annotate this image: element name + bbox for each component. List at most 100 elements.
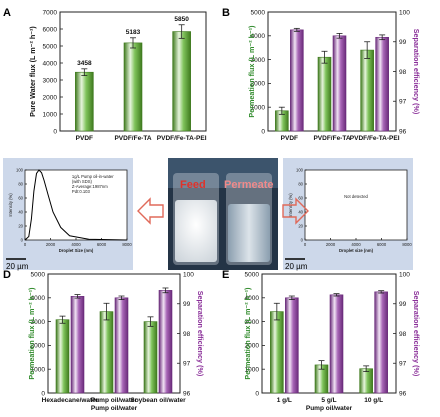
feed-jar-liquid bbox=[175, 200, 217, 262]
efficiency-bar bbox=[329, 294, 344, 394]
x-tick-label: PVDF bbox=[76, 135, 93, 142]
y-tick-label: 5000 bbox=[43, 43, 58, 50]
left-tick-label: 1000 bbox=[31, 367, 46, 374]
bar bbox=[123, 42, 143, 132]
panel-letter-d: D bbox=[3, 269, 11, 281]
right-tick-label: 97 bbox=[183, 361, 191, 368]
right-tick-label: 98 bbox=[399, 331, 407, 338]
x-tick-label: 10 g/L bbox=[364, 397, 383, 404]
left-tick-label: 4000 bbox=[251, 33, 266, 40]
scale-bar-right-label: 20 µm bbox=[285, 262, 308, 271]
feed-label: Feed bbox=[180, 179, 206, 191]
x-tick-label: 0 bbox=[304, 242, 307, 247]
y-tick-label: 1000 bbox=[43, 111, 58, 118]
right-tick-label: 97 bbox=[399, 99, 407, 106]
panel-d-oil-type-chart: 0 1000 2000 3000 4000 5000 96 97 98 99 100 Permeati… bbox=[27, 271, 205, 412]
left-axis-label: Permeation flux (L m⁻² h⁻¹) bbox=[247, 25, 256, 118]
x-tick-label: 2000 bbox=[326, 242, 336, 247]
y-tick-label: 6000 bbox=[43, 26, 58, 33]
efficiency-bar bbox=[290, 29, 304, 132]
x-axis-label: Pump oil/water bbox=[306, 405, 353, 412]
y-tick-label: 20 bbox=[18, 224, 23, 229]
panel-b-flux-efficiency-chart: 0 1000 2000 3000 4000 5000 96 97 98 99 100 Permeati… bbox=[247, 9, 421, 142]
panel-c-size-distribution-right: 0 20 40 60 80 100 0 2000 4000 6000 8000 Droplet siz… bbox=[283, 158, 413, 270]
flux-bar bbox=[359, 368, 373, 394]
bar bbox=[75, 71, 94, 132]
x-tick-label: 1 g/L bbox=[277, 397, 292, 404]
right-tick-label: 100 bbox=[399, 9, 410, 16]
annotation-line: PdI:0.103 bbox=[72, 189, 91, 194]
efficiency-bar bbox=[158, 290, 173, 394]
right-tick-label: 98 bbox=[183, 331, 191, 338]
left-tick-label: 5000 bbox=[31, 271, 46, 278]
scale-bar-left-label: 20 µm bbox=[6, 262, 29, 271]
left-tick-label: 0 bbox=[255, 390, 259, 397]
y-axis-label: Pure Water flux (L m⁻² h⁻¹) bbox=[28, 26, 37, 117]
right-tick-label: 99 bbox=[399, 39, 407, 46]
y-tick-label: 80 bbox=[298, 182, 303, 187]
efficiency-bar bbox=[374, 291, 388, 394]
spectrum-plot-frame bbox=[24, 169, 128, 241]
x-tick-label: PVDF/Fe-TA-PEI bbox=[157, 135, 207, 142]
left-tick-label: 2000 bbox=[251, 81, 266, 88]
left-tick-label: 0 bbox=[261, 128, 265, 135]
y-tick-label: 7000 bbox=[43, 9, 58, 16]
x-tick-label: 0 bbox=[24, 242, 27, 247]
left-tick-label: 3000 bbox=[251, 57, 266, 64]
right-tick-label: 99 bbox=[399, 301, 407, 308]
flux-bar bbox=[99, 311, 114, 394]
flux-bar bbox=[143, 321, 158, 394]
annotation-line: Z-Average:1987nm bbox=[72, 184, 108, 189]
left-tick-label: 5000 bbox=[251, 9, 266, 16]
scale-bar-right: 20 µm bbox=[285, 258, 308, 271]
flux-bar bbox=[360, 49, 374, 132]
y-tick-label: 3000 bbox=[43, 77, 58, 84]
panel-c-size-distribution-left: 0 20 40 60 80 100 0 2000 4000 6000 8000 Droplet Siz… bbox=[3, 158, 133, 270]
efficiency-bar bbox=[375, 36, 389, 132]
y-tick-label: 100 bbox=[16, 168, 24, 173]
permeate-jar-liquid bbox=[228, 204, 270, 262]
y-tick-label: 0 bbox=[21, 238, 24, 243]
x-tick-label: Pump oil/water bbox=[91, 397, 138, 404]
left-tick-label: 2000 bbox=[31, 343, 46, 350]
left-tick-label: 4000 bbox=[245, 295, 260, 302]
x-tick-label: PVDF/Fe-TA bbox=[114, 135, 151, 142]
x-tick-label: PVDF bbox=[281, 135, 298, 142]
efficiency-bar bbox=[114, 297, 129, 394]
y-tick-label: 40 bbox=[298, 210, 303, 215]
y-tick-label: 0 bbox=[53, 128, 57, 135]
left-axis-label: Permeation flux (L m⁻² h⁻¹) bbox=[27, 287, 36, 380]
y-tick-label: 60 bbox=[18, 196, 23, 201]
photo-highlight bbox=[168, 158, 278, 188]
left-tick-label: 4000 bbox=[31, 295, 46, 302]
panel-letter-e: E bbox=[222, 269, 229, 281]
x-tick-label: 8000 bbox=[402, 242, 412, 247]
x-tick-label: 5 g/L bbox=[321, 397, 336, 404]
efficiency-bar bbox=[285, 297, 299, 394]
y-tick-label: 80 bbox=[18, 182, 23, 187]
panel-letter-a: A bbox=[3, 7, 11, 19]
x-tick-label: Soybean oil/water bbox=[130, 397, 186, 404]
flux-bar bbox=[55, 319, 70, 394]
left-axis-label: Permeation flux (L m⁻² h⁻¹) bbox=[243, 287, 252, 380]
x-tick-label: 6000 bbox=[377, 242, 387, 247]
panel-e-concentration-chart: 0 1000 2000 3000 4000 5000 96 97 98 99 100 Permeati… bbox=[243, 271, 421, 412]
right-tick-label: 96 bbox=[399, 128, 407, 135]
left-tick-label: 3000 bbox=[31, 319, 46, 326]
value-label: 5850 bbox=[174, 16, 189, 23]
y-tick-label: 20 bbox=[298, 224, 303, 229]
feed-permeate-photo: Feed Permeate bbox=[168, 158, 278, 270]
spectrum-plot-frame bbox=[304, 169, 408, 241]
x-tick-label: 4000 bbox=[71, 242, 81, 247]
efficiency-bar bbox=[70, 296, 85, 394]
x-tick-label: 2000 bbox=[46, 242, 56, 247]
right-tick-label: 100 bbox=[399, 271, 410, 278]
y-tick-label: 60 bbox=[298, 196, 303, 201]
efficiency-bar bbox=[332, 35, 347, 132]
right-axis-label: Separation efficiency (%) bbox=[412, 291, 421, 377]
y-tick-label: 100 bbox=[296, 168, 304, 173]
x-axis-label: Pump oil/water bbox=[91, 405, 138, 412]
left-tick-label: 5000 bbox=[245, 271, 260, 278]
left-tick-label: 3000 bbox=[245, 319, 260, 326]
